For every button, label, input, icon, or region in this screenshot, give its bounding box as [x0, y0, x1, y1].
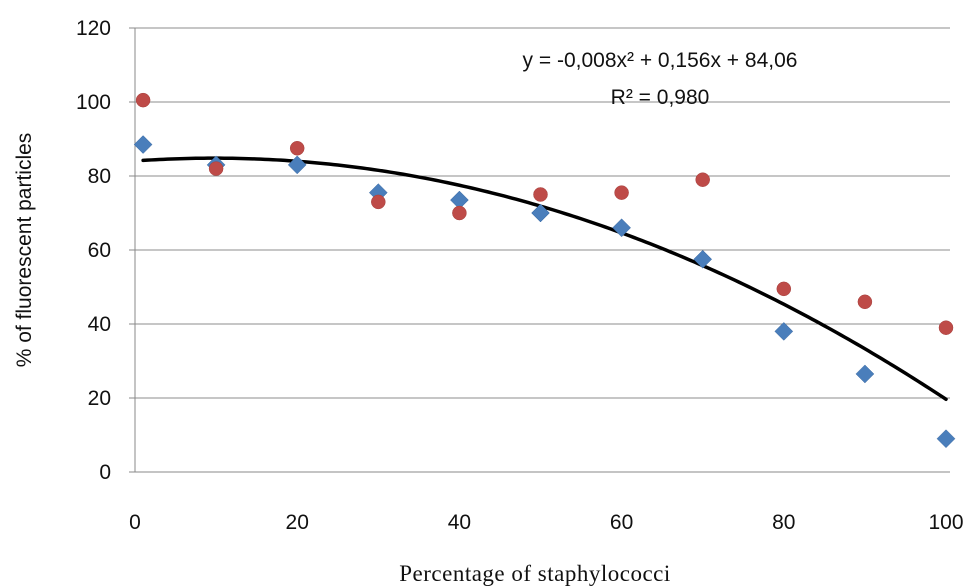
series-1-diamond-point [693, 249, 713, 269]
x-tick-label: 0 [129, 511, 141, 534]
series-2-circle-point [208, 161, 224, 176]
y-tick-label: 80 [88, 165, 111, 188]
x-tick-label: 20 [286, 511, 309, 534]
y-tick-label: 60 [88, 239, 111, 262]
series-2-circle-point [938, 320, 954, 335]
x-tick-label: 40 [448, 511, 471, 534]
trendline [141, 156, 948, 402]
series-2-circle-point [695, 172, 710, 187]
x-axis-title: Percentage of staphylococci [399, 561, 671, 586]
series-2-circle-point [533, 187, 548, 202]
trendline-equation: y = -0,008x² + 0,156x + 84,06 [523, 49, 798, 72]
y-axis-title: % of fluorescent particles [13, 133, 36, 368]
y-tick-label: 20 [88, 387, 111, 410]
trendline-r-squared: R² = 0,980 [611, 86, 710, 109]
series-1-diamond-point [612, 218, 631, 238]
series-2-circle-point [614, 185, 629, 200]
x-tick-label: 100 [928, 511, 963, 534]
y-tick-label: 40 [88, 313, 111, 336]
series-2-circle-point [135, 92, 151, 108]
series-2-circle-point [857, 294, 873, 310]
series-2-circle-point [776, 281, 792, 297]
y-tick-labels: 0 20 40 60 80 100 120 [76, 17, 111, 484]
series-2-circle-point [371, 194, 386, 210]
series-2-circle-point [452, 205, 467, 221]
y-tick-label: 0 [99, 461, 111, 484]
series-1-diamond-point [855, 364, 875, 384]
x-tick-label: 60 [610, 511, 633, 534]
series-1-diamond-point [936, 429, 956, 449]
series-1-diamond-point [287, 155, 307, 175]
trendline-annotation: y = -0,008x² + 0,156x + 84,06 R² = 0,980 [523, 49, 798, 109]
trendline-group [141, 156, 948, 402]
x-tick-label: 80 [772, 511, 795, 534]
data-points [133, 92, 956, 449]
axes [134, 28, 950, 473]
series-1-diamond-point [774, 322, 794, 341]
y-tick-label: 120 [76, 17, 111, 40]
series-1-diamond-point [531, 203, 550, 223]
gridlines [129, 27, 950, 473]
series-2-circle-point [289, 141, 305, 156]
series-1-diamond-point [133, 135, 153, 154]
x-tick-labels: 0 20 40 60 80 100 [129, 511, 963, 534]
y-tick-label: 100 [76, 91, 111, 114]
